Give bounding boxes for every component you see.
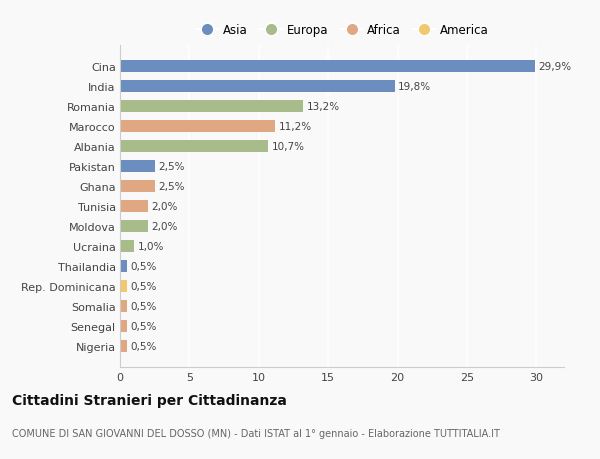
Text: 0,5%: 0,5% <box>130 341 157 352</box>
Text: Cittadini Stranieri per Cittadinanza: Cittadini Stranieri per Cittadinanza <box>12 393 287 407</box>
Bar <box>120 301 127 313</box>
Bar <box>120 80 395 93</box>
Bar <box>120 121 275 133</box>
Text: 19,8%: 19,8% <box>398 82 431 91</box>
Bar <box>120 201 148 213</box>
Text: 2,5%: 2,5% <box>158 162 185 172</box>
Text: 2,5%: 2,5% <box>158 182 185 191</box>
Bar <box>120 280 127 292</box>
Bar <box>120 101 303 112</box>
Bar <box>120 320 127 333</box>
Text: 1,0%: 1,0% <box>137 241 164 252</box>
Bar <box>120 241 134 252</box>
Text: 10,7%: 10,7% <box>272 141 305 151</box>
Bar <box>120 261 127 273</box>
Bar <box>120 140 268 152</box>
Legend: Asia, Europa, Africa, America: Asia, Europa, Africa, America <box>191 20 493 42</box>
Text: 29,9%: 29,9% <box>538 62 571 72</box>
Bar <box>120 221 148 233</box>
Text: 11,2%: 11,2% <box>279 122 312 132</box>
Text: 2,0%: 2,0% <box>151 222 178 231</box>
Bar <box>120 180 155 192</box>
Bar <box>120 341 127 353</box>
Text: 0,5%: 0,5% <box>130 262 157 272</box>
Text: 0,5%: 0,5% <box>130 281 157 291</box>
Text: 0,5%: 0,5% <box>130 322 157 331</box>
Text: COMUNE DI SAN GIOVANNI DEL DOSSO (MN) - Dati ISTAT al 1° gennaio - Elaborazione : COMUNE DI SAN GIOVANNI DEL DOSSO (MN) - … <box>12 428 500 438</box>
Text: 13,2%: 13,2% <box>307 101 340 112</box>
Text: 0,5%: 0,5% <box>130 302 157 312</box>
Bar <box>120 161 155 173</box>
Text: 2,0%: 2,0% <box>151 202 178 212</box>
Bar <box>120 61 535 73</box>
